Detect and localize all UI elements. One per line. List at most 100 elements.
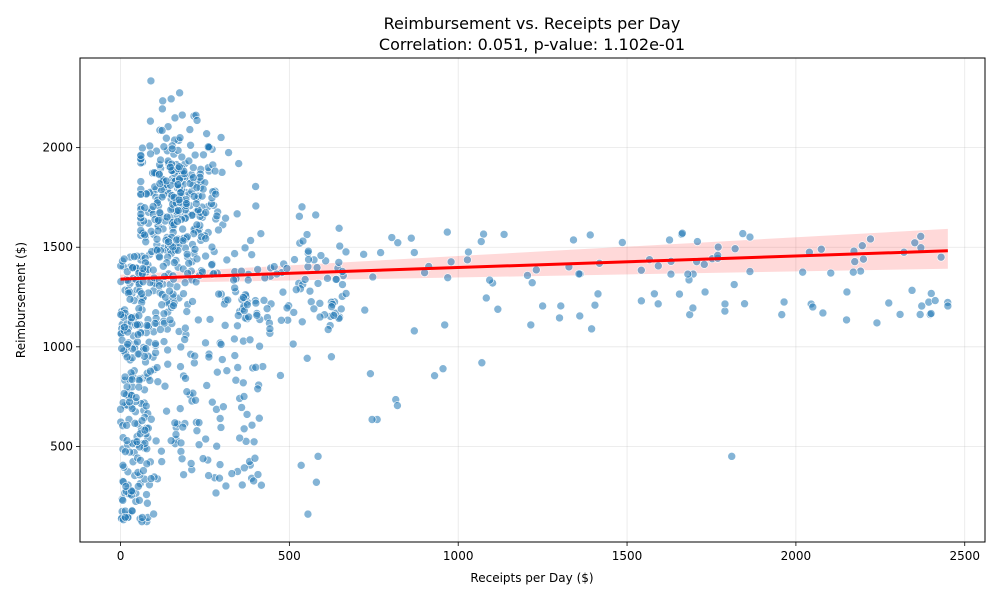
x-axis-ticks: 0 500 1000 1500 2000 2500 <box>117 542 980 563</box>
scatter-point <box>212 441 222 451</box>
scatter-point <box>216 423 226 432</box>
scatter-point <box>173 217 182 226</box>
scatter-point <box>160 381 170 391</box>
scatter-point <box>258 362 268 371</box>
scatter-point <box>323 325 333 334</box>
scatter-point <box>136 190 146 199</box>
scatter-point <box>779 297 789 307</box>
scatter-point <box>222 366 232 376</box>
scatter-point <box>366 369 375 378</box>
scatter-point <box>180 335 189 344</box>
scatter-point <box>438 364 448 374</box>
scatter-point <box>410 248 419 257</box>
y-axis-ticks: 500 1000 1500 2000 <box>42 141 80 453</box>
scatter-point <box>440 320 450 330</box>
scatter-point <box>637 265 646 275</box>
scatter-point <box>251 298 261 308</box>
scatter-point <box>238 378 248 388</box>
scatter-point <box>216 340 226 349</box>
scatter-point <box>907 286 917 295</box>
scatter-point <box>817 244 826 254</box>
scatter-point <box>192 116 202 125</box>
scatter-point <box>331 275 341 284</box>
scatter-point <box>215 473 224 483</box>
scatter-point <box>341 247 351 257</box>
scatter-point <box>178 224 187 234</box>
scatter-point <box>140 425 150 435</box>
scatter-point <box>159 337 169 346</box>
y-axis-label: Reimbursement ($) <box>14 242 28 358</box>
scatter-point <box>593 289 603 299</box>
scatter-point <box>218 355 227 364</box>
scatter-point <box>146 414 156 424</box>
scatter-point <box>313 452 323 461</box>
scatter-point <box>277 315 286 325</box>
scatter-point <box>127 375 137 384</box>
scatter-point <box>297 202 307 212</box>
scatter-point <box>233 363 243 372</box>
scatter-point <box>192 183 202 192</box>
x-tick-label: 1000 <box>443 549 474 563</box>
scatter-point <box>531 265 541 275</box>
scatter-point <box>118 496 128 505</box>
scatter-point <box>527 278 537 288</box>
scatter-point <box>213 367 222 377</box>
scatter-point <box>154 170 164 179</box>
scatter-point <box>327 352 336 362</box>
scatter-point <box>170 418 180 428</box>
scatter-point <box>618 238 627 247</box>
scatter-point <box>142 459 152 469</box>
scatter-point <box>231 375 241 385</box>
scatter-point <box>181 374 190 383</box>
scatter-point <box>189 192 199 201</box>
scatter-point <box>157 126 167 135</box>
scatter-point <box>252 310 262 320</box>
scatter-point <box>217 168 227 177</box>
scatter-point <box>359 250 368 259</box>
x-tick-label: 500 <box>278 549 301 563</box>
scatter-point <box>243 275 253 285</box>
scatter-point <box>155 208 165 217</box>
scatter-point <box>222 255 232 265</box>
scatter-point <box>678 228 687 238</box>
x-tick-label: 0 <box>117 549 125 563</box>
scatter-point <box>146 474 156 483</box>
scatter-point <box>199 150 208 160</box>
scatter-point <box>136 177 146 186</box>
scatter-point <box>129 252 139 261</box>
scatter-point <box>190 244 200 254</box>
scatter-point <box>859 254 868 264</box>
scatter-point <box>211 488 221 498</box>
scatter-point <box>178 236 188 246</box>
scatter-point <box>158 104 167 114</box>
scatter-point <box>178 422 188 432</box>
scatter-point <box>133 349 143 359</box>
scatter-point <box>133 330 143 339</box>
scatter-point <box>207 260 216 270</box>
scatter-point <box>243 300 252 310</box>
scatter-point <box>368 272 378 282</box>
scatter-point <box>387 233 397 242</box>
scatter-point <box>587 324 596 334</box>
scatter-point <box>943 301 953 311</box>
scatter-point <box>137 513 147 522</box>
scatter-point <box>282 264 292 273</box>
scatter-point <box>135 496 144 505</box>
scatter-point <box>173 206 183 215</box>
scatter-point <box>164 237 173 247</box>
scatter-point <box>341 289 351 298</box>
scatter-point <box>302 354 312 363</box>
scatter-point <box>120 322 129 332</box>
y-tick-label: 1000 <box>42 340 73 354</box>
scatter-point <box>158 96 168 106</box>
scatter-point <box>246 236 255 245</box>
scatter-point <box>895 310 905 319</box>
scatter-point <box>133 337 142 347</box>
scatter-point <box>253 384 263 394</box>
scatter-point <box>410 326 419 336</box>
scatter-point <box>215 414 225 423</box>
scatter-point <box>446 257 456 267</box>
scatter-point <box>257 480 266 490</box>
scatter-point <box>233 321 242 331</box>
scatter-point <box>143 498 152 508</box>
